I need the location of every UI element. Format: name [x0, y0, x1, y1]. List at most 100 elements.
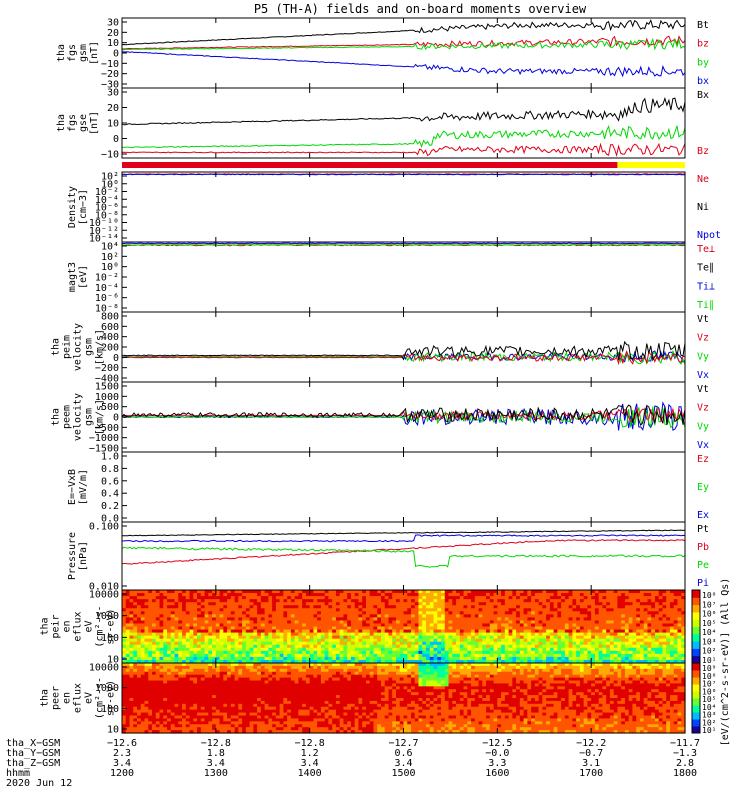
spectrogram-cell: [380, 644, 386, 649]
spectrogram-cell: [602, 644, 607, 649]
spectrogram-cell: [204, 730, 209, 734]
spectrogram-cell: [208, 718, 213, 722]
spectrogram-cell: [257, 721, 262, 725]
spectrogram-cell: [253, 665, 258, 670]
spectrogram-cell: [388, 599, 393, 603]
spectrogram-cell: [486, 602, 491, 606]
spectrogram-cell: [482, 644, 487, 649]
spectrogram-cell: [474, 596, 480, 600]
spectrogram-cell: [669, 653, 675, 658]
spectrogram-cell: [178, 724, 183, 728]
spectrogram-cell: [606, 644, 611, 649]
spectrogram-cell: [354, 611, 360, 615]
spectrogram-cell: [553, 635, 558, 640]
spectrogram-cell: [384, 641, 390, 646]
spectrogram-cell: [197, 727, 202, 731]
spectrogram-cell: [193, 730, 198, 734]
spectrogram-cell: [230, 653, 236, 658]
spectrogram-cell: [238, 596, 243, 600]
spectrogram-cell: [223, 629, 228, 634]
spectrogram-cell: [564, 602, 570, 606]
spectrogram-cell: [152, 695, 157, 699]
spectrogram-cell: [373, 626, 378, 631]
spectrogram-cell: [489, 614, 495, 618]
spectrogram-cell: [283, 635, 288, 640]
spectrogram-cell: [152, 635, 157, 640]
spectrogram-cell: [317, 659, 322, 664]
spectrogram-cell: [519, 659, 525, 664]
spectrogram-cell: [519, 653, 525, 658]
spectrogram-cell: [395, 590, 401, 594]
spectrogram-cell: [474, 605, 480, 609]
spectrogram-cell: [617, 596, 622, 600]
spectrogram-cell: [677, 635, 682, 640]
spectrogram-cell: [380, 650, 386, 655]
spectrogram-cell: [636, 641, 641, 646]
spectrogram-cell: [523, 593, 528, 597]
y-tick-label: −1500: [89, 444, 119, 455]
spectrogram-cell: [350, 647, 356, 652]
spectrogram-cell: [140, 632, 146, 637]
spectrogram-cell: [197, 632, 202, 637]
spectrogram-cell: [264, 695, 269, 699]
spectrogram-cell: [320, 617, 326, 622]
spectrogram-cell: [275, 663, 281, 667]
spectrogram-cell: [152, 709, 157, 714]
spectrogram-cell: [347, 593, 352, 597]
spectrogram-cell: [362, 614, 367, 618]
spectrogram-cell: [441, 605, 446, 609]
spectrogram-cell: [227, 718, 232, 722]
spectrogram-cell: [651, 620, 656, 625]
legend-vx: Vx: [697, 440, 709, 451]
spectrogram-cell: [579, 617, 585, 622]
spectrogram-cell: [501, 626, 506, 631]
spectrogram-cell: [170, 730, 176, 734]
spectrogram-cell: [129, 686, 134, 690]
spectrogram-cell: [167, 706, 172, 711]
spectrogram-cell: [193, 620, 198, 625]
spectrogram-cell: [140, 665, 146, 670]
spectrogram-cell: [369, 647, 375, 652]
spectrogram-cell: [617, 626, 622, 631]
spectrogram-cell: [497, 635, 502, 640]
spectrogram-cell: [504, 608, 510, 612]
spectrogram-cell: [249, 686, 254, 690]
spectrogram-cell: [354, 623, 360, 628]
spectrogram-cell: [249, 663, 254, 667]
spectrogram-cell: [167, 602, 172, 606]
spectrogram-cell: [456, 659, 461, 664]
spectrogram-cell: [264, 659, 269, 664]
legend-bx: Bx: [697, 90, 709, 101]
spectrogram-cell: [354, 629, 360, 634]
spectrogram-cell: [264, 590, 269, 594]
spectrogram-cell: [152, 712, 157, 717]
spectrogram-cell: [279, 656, 284, 661]
spectrogram-cell: [636, 632, 641, 637]
spectrogram-cell: [287, 620, 292, 625]
spectrogram-cell: [227, 617, 232, 622]
spectrogram-cell: [643, 650, 649, 655]
spectrogram-cell: [448, 635, 453, 640]
spectrogram-cell: [339, 653, 345, 658]
spectrogram-cell: [167, 665, 172, 670]
spectrogram-cell: [219, 698, 224, 702]
spectrogram-cell: [230, 596, 236, 600]
spectrogram-cell: [504, 617, 510, 622]
spectrogram-cell: [350, 617, 356, 622]
spectrogram-cell: [264, 641, 269, 646]
spectrogram-cell: [332, 599, 337, 603]
spectrogram-cell: [429, 608, 435, 612]
spectrogram-cell: [287, 641, 292, 646]
spectrogram-cell: [497, 632, 502, 637]
spectrogram-cell: [144, 620, 149, 625]
spectrogram-cell: [155, 663, 161, 667]
spectrogram-cell: [152, 671, 157, 676]
spectrogram-cell: [245, 674, 251, 679]
spectrogram-cell: [561, 659, 566, 664]
spectrogram-cell: [155, 602, 161, 606]
spectrogram-cell: [204, 674, 209, 679]
spectrogram-cell: [414, 602, 420, 606]
spectrogram-cell: [411, 626, 416, 631]
spectrogram-cell: [272, 721, 277, 725]
spectrogram-cell: [197, 686, 202, 690]
